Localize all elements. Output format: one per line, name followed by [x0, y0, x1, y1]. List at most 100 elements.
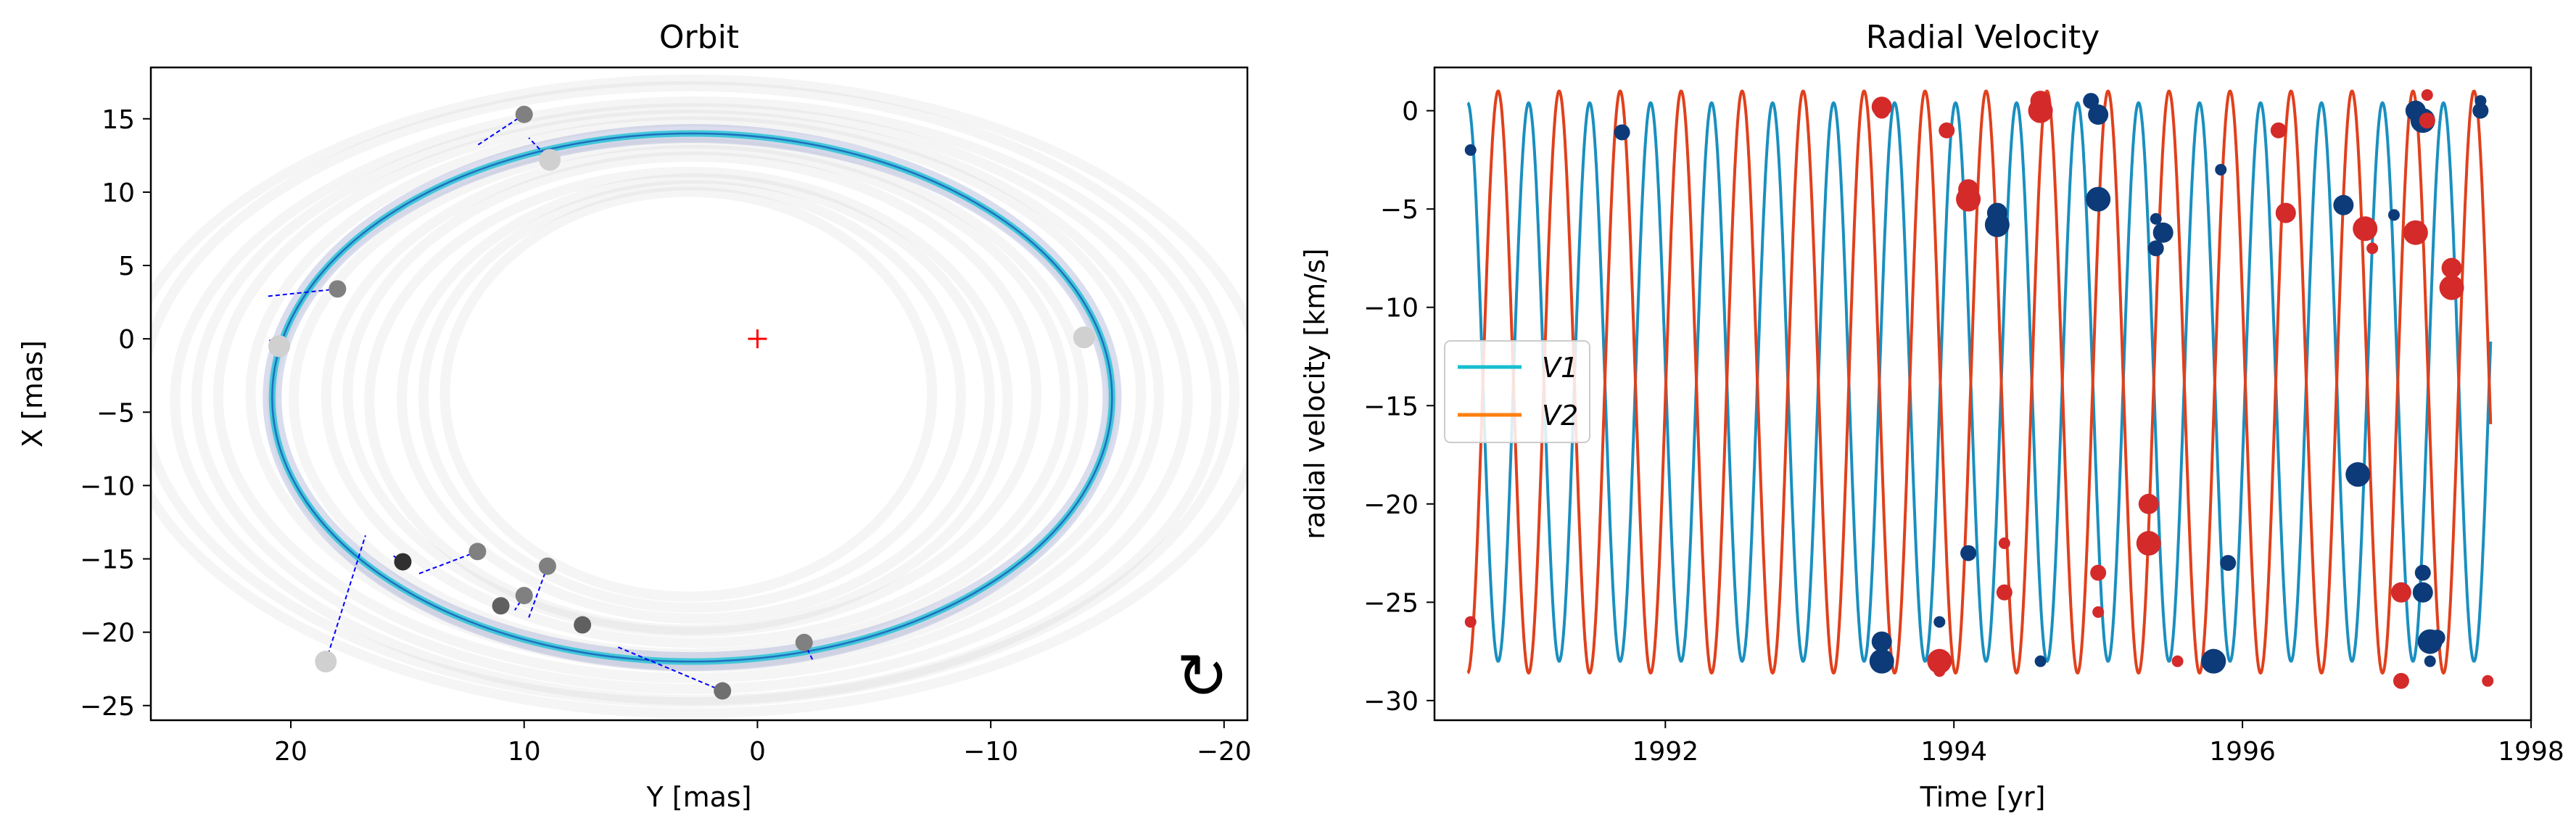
v2-observation-point	[2482, 675, 2494, 687]
posterior-orbit-sample	[364, 167, 1013, 635]
legend-label-v1: V1	[1542, 352, 1578, 384]
v2-observation-point	[1956, 186, 1981, 212]
v2-observation-point	[1464, 616, 1477, 628]
residual-line	[476, 113, 525, 147]
astrometry-point	[394, 553, 412, 571]
x-tick-label: 1992	[1632, 737, 1699, 767]
v1-observation-point	[2333, 194, 2354, 215]
v1-observation-point	[1871, 631, 1892, 652]
rv-panel: 1992 1994 1996 1998 0 −5 −10 −15 −20 −25 −30 Radi…	[1299, 19, 2564, 813]
rv-x-ticks: 1992 1994 1996 1998	[1632, 720, 2564, 767]
astrometry-point	[329, 280, 347, 298]
v1-observation-point	[2414, 564, 2431, 581]
x-tick-label: 20	[274, 737, 307, 767]
v1-observation-point	[2412, 582, 2433, 603]
y-tick-label: 15	[102, 105, 135, 135]
rv-y-axis-label: radial velocity [km/s]	[1299, 248, 1331, 539]
astrometry-point	[539, 149, 561, 171]
rv-x-axis-label: Time [yr]	[1920, 781, 2046, 813]
v2-observation-point	[2092, 606, 2105, 618]
v2-observation-point	[1939, 122, 1955, 139]
v1-observation-point	[2388, 209, 2400, 221]
x-tick-label: −10	[963, 737, 1018, 767]
orbit-axes-background	[151, 67, 1247, 720]
orbit-x-axis-label: Y [mas]	[645, 781, 751, 813]
v2-observation-point	[1871, 96, 1892, 117]
v1-observation-point	[2088, 104, 2109, 125]
residual-line	[267, 288, 338, 297]
orbit-x-ticks: 20 10 0 −10 −20	[274, 720, 1252, 767]
y-tick-label: −5	[1380, 195, 1419, 225]
rv-legend: V1 V2	[1444, 340, 1590, 443]
v2-observation-point	[2028, 98, 2053, 123]
v1-observation-point	[2424, 655, 2436, 667]
legend-label-v2: V2	[1542, 400, 1578, 432]
v1-observation-point	[1933, 616, 1946, 628]
rv-y-ticks: 0 −5 −10 −15 −20 −25 −30	[1363, 97, 1434, 717]
v2-observation-point	[2403, 220, 2428, 245]
y-tick-label: −20	[1363, 490, 1419, 520]
v2-observation-point	[2441, 257, 2462, 279]
y-tick-label: −10	[80, 471, 135, 501]
rv-axes-background	[1434, 67, 2531, 720]
y-tick-label: 0	[118, 325, 135, 355]
v1-observation-point	[2429, 630, 2445, 646]
y-tick-label: −15	[1363, 392, 1419, 421]
posterior-orbit-sample	[397, 173, 995, 624]
v2-observation-point	[2421, 88, 2433, 101]
astrometry-point	[468, 543, 487, 561]
residual-line	[617, 646, 723, 692]
astrometry-point	[538, 557, 556, 575]
v1-model-curve	[1466, 101, 2493, 663]
v1-observation-point	[2034, 655, 2047, 667]
y-tick-label: −25	[80, 692, 135, 722]
y-tick-label: −10	[1363, 294, 1419, 323]
v2-observation-point	[2366, 242, 2379, 255]
posterior-orbit-sample	[418, 180, 966, 613]
v2-observation-point	[2138, 493, 2159, 514]
v1-observation-point	[2147, 240, 2164, 257]
residual-line	[528, 566, 548, 618]
v1-observation-point	[2152, 222, 2174, 243]
orbit-panel: 20 10 0 −10 −20 15 10 5 0 −5 −10 −15 −20 −25 Orbit Y…	[17, 19, 1252, 813]
posterior-orbit-sample	[289, 138, 1089, 659]
x-tick-label: 0	[749, 737, 766, 767]
v2-model-curve	[1466, 89, 2493, 675]
orbit-title: Orbit	[659, 19, 739, 56]
rv-axes-frame	[1433, 66, 2532, 722]
rv-title: Radial Velocity	[1866, 19, 2100, 56]
y-tick-label: 0	[1402, 97, 1419, 127]
v2-observation-point	[2439, 275, 2464, 300]
astrometry-point	[492, 597, 510, 615]
v2-observation-point	[1998, 537, 2010, 550]
v2-observation-point	[2393, 672, 2409, 689]
v1-observation-point	[2472, 102, 2489, 119]
v2-observation-point	[2171, 655, 2184, 667]
v2-observation-point	[1927, 648, 1952, 674]
posterior-orbit-sample	[245, 116, 1147, 672]
residual-line	[418, 551, 478, 574]
origin-marker	[748, 329, 767, 349]
v2-observation-point	[2275, 202, 2296, 223]
x-tick-label: 10	[508, 737, 541, 767]
posterior-orbit-sample	[151, 74, 1247, 719]
x-tick-label: −20	[1197, 737, 1252, 767]
v2-observation-point	[2136, 531, 2161, 556]
x-tick-label: 1994	[1920, 737, 1987, 767]
v2-observation-point	[2353, 216, 2378, 242]
astrometry-point	[574, 616, 592, 634]
astrometry-point	[268, 335, 290, 358]
x-tick-label: 1996	[2209, 737, 2276, 767]
orbit-y-axis-label: X [mas]	[17, 340, 49, 448]
v2-observation-point	[1933, 665, 1946, 677]
astrometry-point	[1073, 326, 1095, 349]
x-tick-label: 1998	[2498, 737, 2564, 767]
posterior-orbit-sample	[321, 144, 1070, 648]
posterior-orbit-sample	[151, 81, 1239, 708]
astrometry-point	[515, 105, 533, 123]
v2-observation-point	[2090, 564, 2107, 581]
astrometry-point	[315, 651, 337, 673]
v1-observation-point	[2345, 462, 2371, 487]
v1-observation-point	[1464, 144, 1477, 156]
y-tick-label: 10	[102, 178, 135, 208]
